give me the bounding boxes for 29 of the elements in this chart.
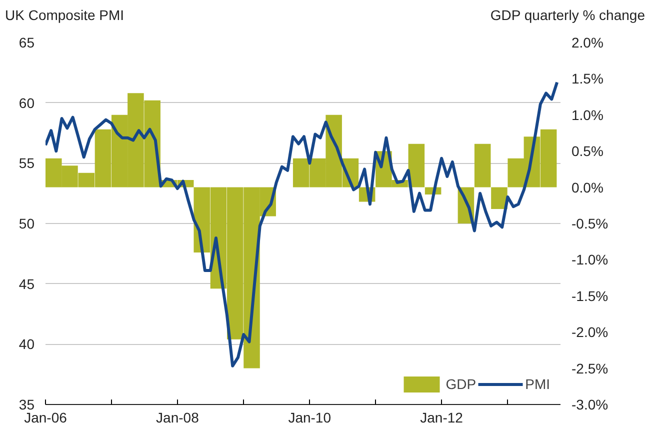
y2-tick-label: -1.0% xyxy=(572,252,608,268)
y2-tick-label: -2.0% xyxy=(572,324,608,340)
y2-tick-label: 1.0% xyxy=(572,106,604,123)
y2-tick-label: -0.5% xyxy=(572,216,608,232)
y-axis-title: UK Composite PMI xyxy=(5,6,124,25)
y2-axis-title: GDP quarterly % change xyxy=(490,6,645,25)
line-series xyxy=(46,80,559,368)
bar xyxy=(474,144,491,188)
x-tick-label: Jan-06 xyxy=(24,410,68,426)
y2-tick-label: 0.5% xyxy=(572,143,604,160)
y-tick-label: 60 xyxy=(18,94,35,111)
y-tick-label: 35 xyxy=(18,396,35,412)
x-tick-label: Jan-08 xyxy=(156,410,200,426)
legend-label: GDP xyxy=(446,376,476,392)
y-tick-label: 50 xyxy=(18,216,35,232)
x-tick-label: Jan-12 xyxy=(420,410,464,426)
y2-tick-label: -2.5% xyxy=(572,360,608,376)
y2-tick-label: 1.5% xyxy=(572,70,604,87)
y-tick-label: 40 xyxy=(18,336,35,352)
y2-tick-label: -1.5% xyxy=(572,288,608,304)
y-tick-label: 65 xyxy=(18,34,35,50)
y2-tick-label: -3.0% xyxy=(572,396,608,412)
y-tick-label: 55 xyxy=(18,155,35,172)
legend-label: PMI xyxy=(525,376,550,392)
x-tick-label: Jan-10 xyxy=(288,410,332,426)
y-tick-label: 45 xyxy=(18,276,35,292)
bar xyxy=(491,187,508,210)
y2-tick-label: 0.0% xyxy=(572,179,604,196)
y2-tick-label: 2.0% xyxy=(572,34,604,50)
